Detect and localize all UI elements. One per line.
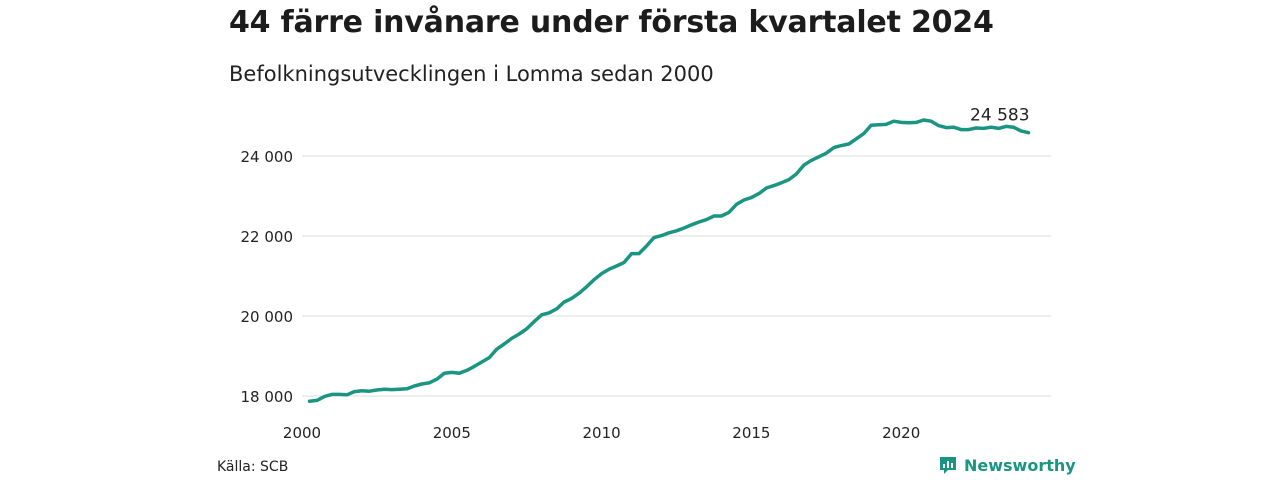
chart-subtitle: Befolkningsutvecklingen i Lomma sedan 20… bbox=[229, 62, 714, 86]
brand-name: Newsworthy bbox=[964, 455, 1076, 475]
series-layer bbox=[307, 118, 1031, 403]
y-tick-label: 20 000 bbox=[241, 308, 294, 326]
x-tick-label: 2010 bbox=[583, 424, 621, 442]
x-tick-label: 2015 bbox=[732, 424, 770, 442]
line-chart: 18 000 20 000 22 000 24 000 2000 2005 2010 201… bbox=[241, 106, 1051, 442]
end-value-label: 24 583 bbox=[970, 106, 1029, 126]
y-tick-label: 18 000 bbox=[241, 388, 294, 406]
brand-logo: Newsworthy bbox=[938, 455, 1076, 475]
x-axis: 2000 2005 2010 2015 2020 bbox=[283, 424, 920, 442]
x-tick-label: 2000 bbox=[283, 424, 321, 442]
chart-title: 44 färre invånare under första kvartalet… bbox=[229, 5, 994, 40]
x-tick-label: 2005 bbox=[433, 424, 471, 442]
x-tick-label: 2020 bbox=[882, 424, 920, 442]
y-tick-label: 24 000 bbox=[241, 148, 294, 166]
y-axis: 18 000 20 000 22 000 24 000 bbox=[241, 148, 294, 406]
series-line bbox=[307, 118, 1031, 403]
grid-lines bbox=[302, 155, 1051, 397]
source-note: Källa: SCB bbox=[217, 459, 289, 475]
newsworthy-icon bbox=[940, 457, 956, 474]
y-tick-label: 22 000 bbox=[241, 228, 294, 246]
